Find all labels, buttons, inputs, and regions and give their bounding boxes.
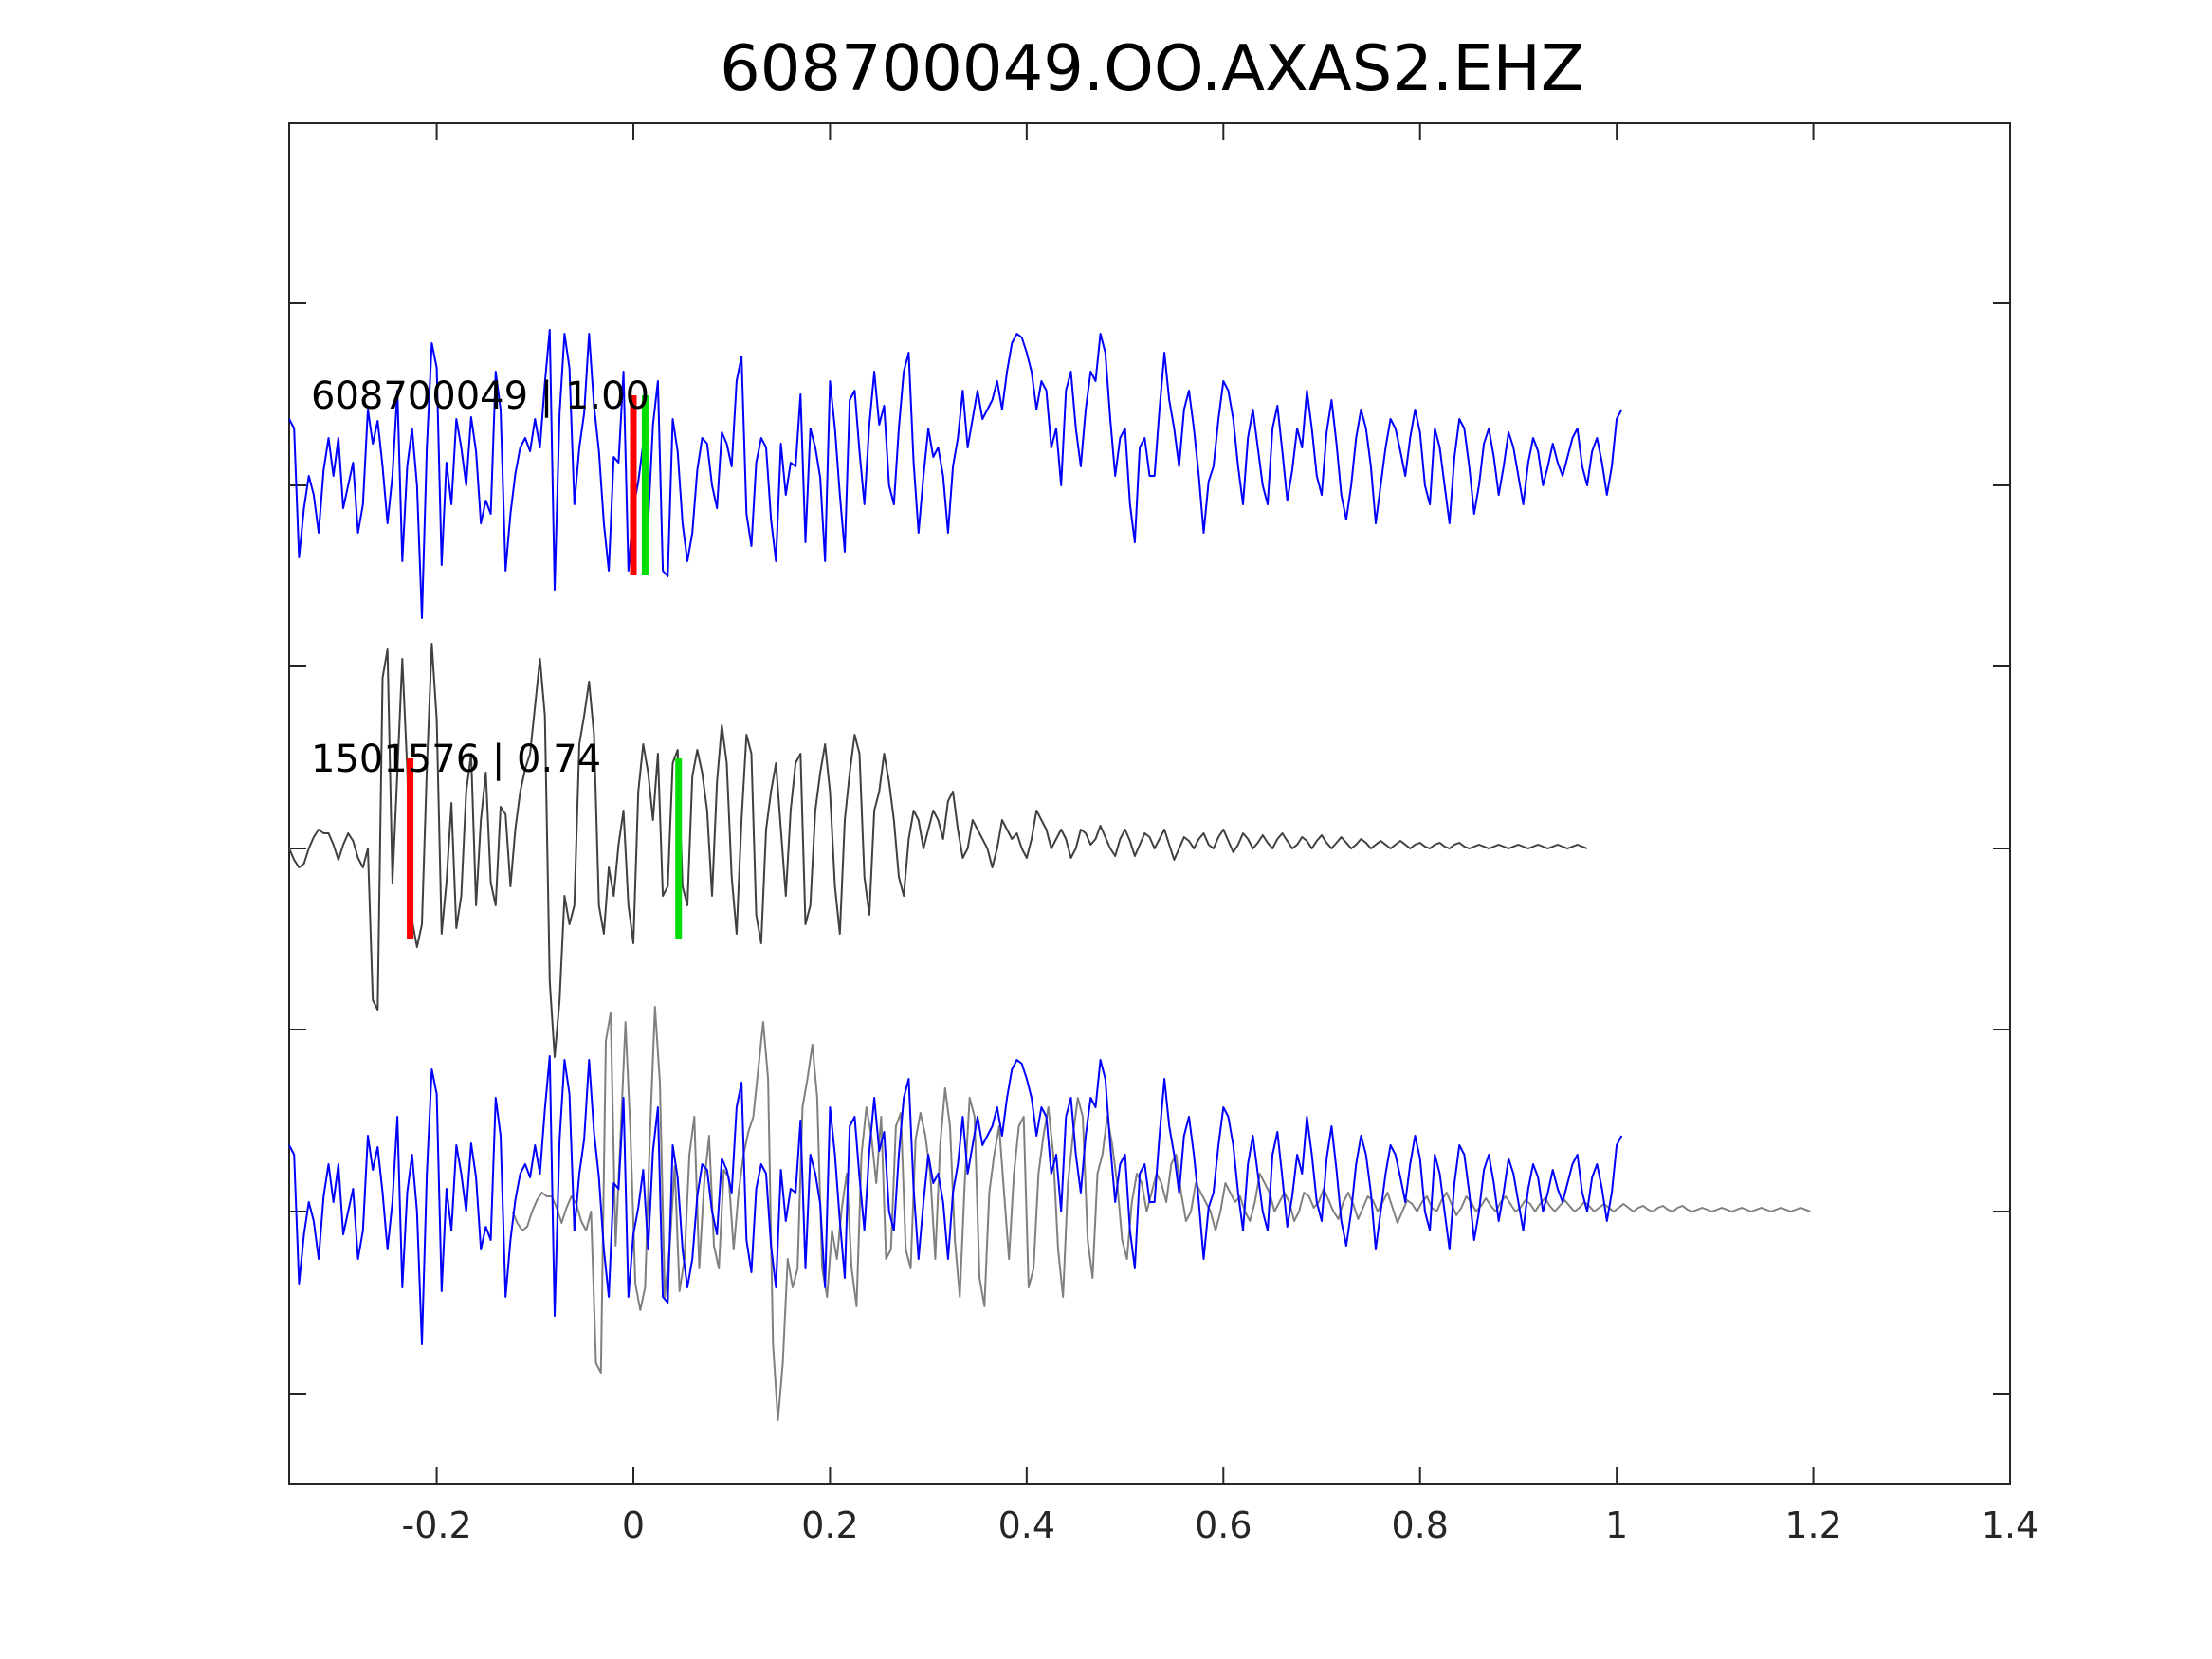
- x-tick-labels: -0.2 0 0.2 0.4 0.6 0.8 1 1.2 1.4: [401, 1504, 2038, 1546]
- trace-label-template: 608700049 | 1.00: [311, 374, 649, 418]
- x-tick-label: 0.2: [801, 1504, 858, 1546]
- x-tick-label: 1.2: [1784, 1504, 1841, 1546]
- overlay-template-waveform: [288, 1055, 1623, 1345]
- x-tick-label: 1.4: [1982, 1504, 2038, 1546]
- match-waveform: [288, 643, 1588, 1058]
- trace-label-match: 1501576 | 0.74: [311, 738, 601, 781]
- x-tick-label: 0: [622, 1504, 645, 1546]
- waveform-traces: [288, 329, 1623, 1058]
- overlay-traces: [288, 1006, 1811, 1421]
- chart-title: 608700049.OO.AXAS2.EHZ: [720, 31, 1584, 105]
- x-tick-label: 0.6: [1195, 1504, 1252, 1546]
- x-tick-label: -0.2: [401, 1504, 471, 1546]
- x-tick-label: 0.4: [998, 1504, 1055, 1546]
- x-tick-marks: [435, 123, 2011, 1484]
- x-tick-label: 1: [1605, 1504, 1628, 1546]
- phase-picks: [407, 395, 683, 939]
- y-tick-marks: [289, 302, 2010, 1395]
- template-waveform: [288, 329, 1623, 619]
- x-tick-label: 0.8: [1391, 1504, 1448, 1546]
- axes-frame: [288, 122, 2011, 1485]
